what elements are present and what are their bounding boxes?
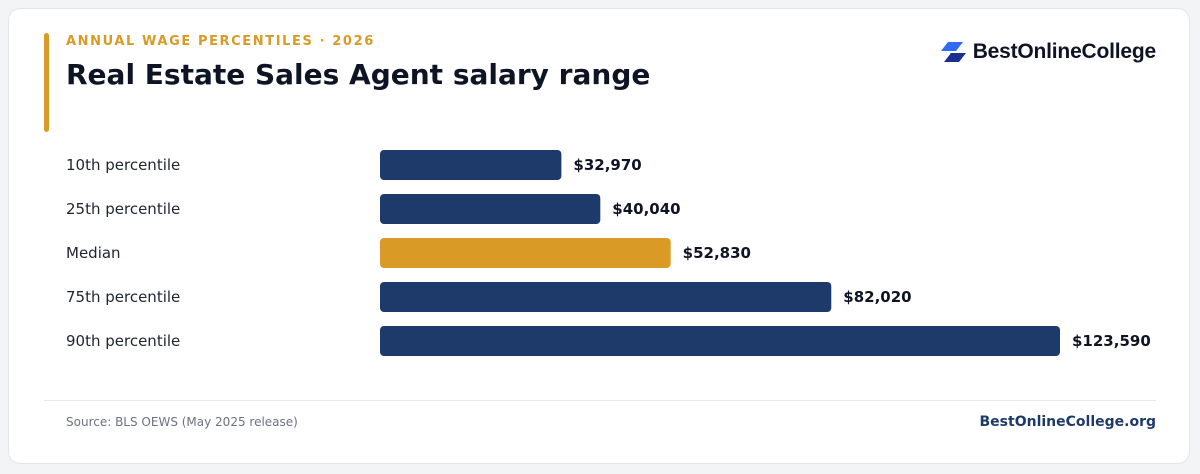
value-label: $32,970 [573,156,641,174]
chart-title: Real Estate Sales Agent salary range [66,58,651,91]
brand-logo[interactable]: BestOnlineCollege [940,40,1157,64]
bar-median [380,238,671,268]
bar [380,326,1060,356]
source-note: Source: BLS OEWS (May 2025 release) [66,415,298,429]
site-link[interactable]: BestOnlineCollege.org [979,414,1156,430]
brand-name: BestOnlineCollege [972,40,1157,63]
value-label: $52,830 [683,244,751,262]
value-label: $40,040 [612,200,680,218]
category-label: 90th percentile [66,332,180,350]
chart-card [8,8,1190,464]
accent-bar [44,33,49,132]
category-label: 75th percentile [66,288,180,306]
bar [380,150,562,180]
bar [380,282,832,312]
stacked-parallelogram-logo-icon [940,42,966,62]
footer-divider [44,400,1156,401]
bar [380,194,601,224]
category-label: 10th percentile [66,156,180,174]
value-label: $123,590 [1072,332,1151,350]
category-label: Median [66,244,121,262]
chart-eyebrow: ANNUAL WAGE PERCENTILES · 2026 [66,34,375,49]
value-label: $82,020 [843,288,911,306]
category-label: 25th percentile [66,200,180,218]
